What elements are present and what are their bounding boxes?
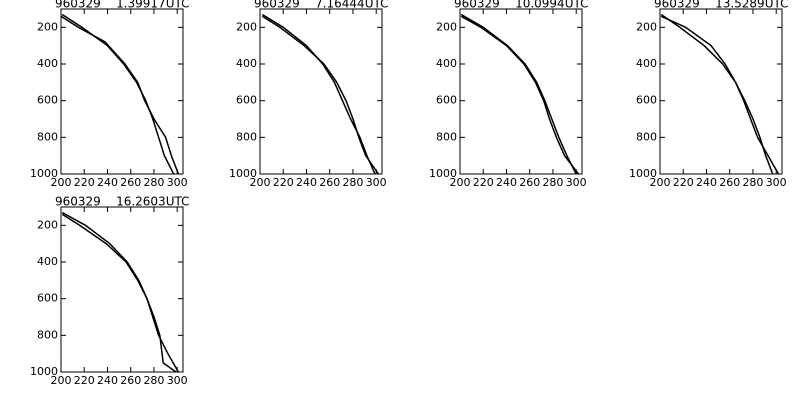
panel-title: 960329 13.5289UTC bbox=[654, 0, 788, 11]
y-tick-label: 600 bbox=[636, 94, 657, 107]
x-tick-label: 200 bbox=[650, 176, 671, 189]
y-tick-label: 400 bbox=[436, 57, 457, 70]
x-tick-label: 220 bbox=[473, 176, 494, 189]
x-tick-label: 280 bbox=[542, 176, 563, 189]
x-tick-label: 200 bbox=[250, 176, 271, 189]
x-tick-label: 260 bbox=[120, 176, 141, 189]
x-tick-label: 260 bbox=[319, 176, 340, 189]
x-tick-label: 240 bbox=[696, 176, 717, 189]
profile-line bbox=[460, 15, 580, 175]
x-tick-label: 280 bbox=[143, 176, 164, 189]
y-tick-label: 1000 bbox=[429, 167, 457, 180]
y-tick-label: 800 bbox=[37, 130, 58, 143]
profile-line bbox=[261, 15, 380, 175]
x-tick-label: 220 bbox=[74, 374, 95, 387]
y-tick-label: 1000 bbox=[30, 167, 58, 180]
profile-line bbox=[60, 15, 180, 175]
y-tick-label: 600 bbox=[236, 94, 257, 107]
y-tick-label: 800 bbox=[37, 328, 58, 341]
y-tick-label: 200 bbox=[37, 20, 58, 33]
y-tick-label: 200 bbox=[636, 20, 657, 33]
y-tick-label: 400 bbox=[236, 57, 257, 70]
x-tick-label: 300 bbox=[566, 176, 587, 189]
panel-title: 960329 7.16444UTC bbox=[254, 0, 388, 11]
x-tick-label: 260 bbox=[120, 374, 141, 387]
plot-frame bbox=[259, 8, 383, 175]
x-tick-label: 280 bbox=[342, 176, 363, 189]
x-tick-label: 280 bbox=[742, 176, 763, 189]
x-tick-label: 260 bbox=[519, 176, 540, 189]
panel-title: 960329 10.0994UTC bbox=[454, 0, 588, 11]
x-tick-label: 220 bbox=[273, 176, 294, 189]
plot-frame bbox=[459, 8, 583, 175]
y-tick-label: 200 bbox=[37, 218, 58, 231]
y-tick-label: 400 bbox=[37, 57, 58, 70]
plot-frame bbox=[60, 8, 184, 175]
x-tick-label: 200 bbox=[51, 176, 72, 189]
profile-line bbox=[261, 13, 376, 175]
x-tick-label: 240 bbox=[97, 374, 118, 387]
x-tick-label: 240 bbox=[97, 176, 118, 189]
x-tick-label: 280 bbox=[143, 374, 164, 387]
plot-frame bbox=[60, 206, 184, 373]
y-tick-label: 600 bbox=[436, 94, 457, 107]
y-tick-label: 1000 bbox=[229, 167, 257, 180]
panel-title: 960329 16.2603UTC bbox=[55, 195, 189, 209]
panel-title: 960329 1.39917UTC bbox=[55, 0, 189, 11]
profile-line bbox=[61, 13, 175, 175]
y-tick-label: 600 bbox=[37, 292, 58, 305]
profile-line bbox=[61, 213, 180, 373]
plot-frame bbox=[659, 8, 783, 175]
x-tick-label: 200 bbox=[450, 176, 471, 189]
y-tick-label: 1000 bbox=[629, 167, 657, 180]
y-tick-label: 400 bbox=[636, 57, 657, 70]
profile-line bbox=[660, 13, 774, 175]
x-tick-label: 300 bbox=[366, 176, 387, 189]
x-tick-label: 240 bbox=[496, 176, 517, 189]
y-tick-label: 800 bbox=[436, 130, 457, 143]
x-tick-label: 200 bbox=[51, 374, 72, 387]
profile-line bbox=[660, 15, 780, 175]
y-tick-label: 600 bbox=[37, 94, 58, 107]
profile-line bbox=[460, 13, 577, 175]
x-tick-label: 240 bbox=[296, 176, 317, 189]
x-tick-label: 300 bbox=[167, 374, 188, 387]
y-tick-label: 200 bbox=[436, 20, 457, 33]
x-tick-label: 220 bbox=[673, 176, 694, 189]
x-tick-label: 300 bbox=[167, 176, 188, 189]
y-tick-label: 1000 bbox=[30, 365, 58, 378]
profile-line bbox=[61, 211, 177, 373]
y-tick-label: 800 bbox=[636, 130, 657, 143]
x-tick-label: 220 bbox=[74, 176, 95, 189]
y-tick-label: 800 bbox=[236, 130, 257, 143]
x-tick-label: 260 bbox=[719, 176, 740, 189]
y-tick-label: 200 bbox=[236, 20, 257, 33]
y-tick-label: 400 bbox=[37, 255, 58, 268]
x-tick-label: 300 bbox=[766, 176, 787, 189]
